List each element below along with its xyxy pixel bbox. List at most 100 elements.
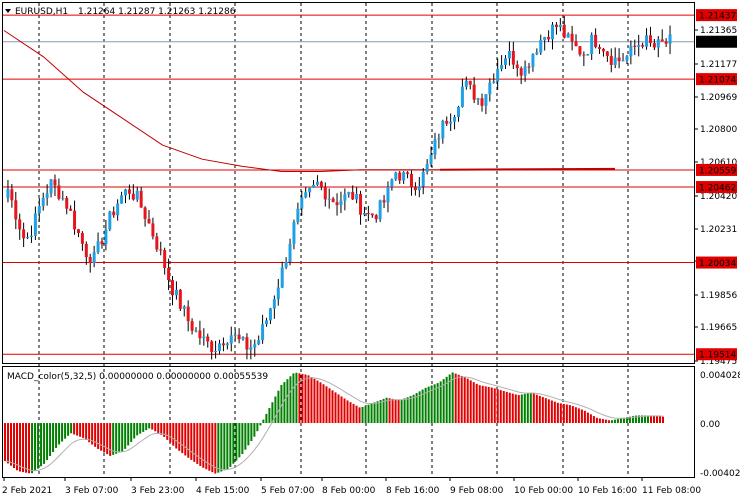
macd-bar bbox=[610, 420, 613, 424]
macd-bar bbox=[19, 423, 22, 472]
macd-bar bbox=[73, 423, 76, 435]
candle-body bbox=[112, 211, 116, 216]
candle-body bbox=[45, 193, 49, 198]
candle-body bbox=[629, 45, 633, 57]
macd-bar bbox=[469, 380, 472, 424]
macd-bar bbox=[214, 423, 217, 474]
candle-body bbox=[362, 213, 366, 215]
current-price-box bbox=[696, 35, 737, 48]
macd-bar bbox=[313, 378, 316, 424]
macd-bar bbox=[205, 423, 208, 470]
macd-bar bbox=[430, 385, 433, 424]
macd-bar bbox=[301, 373, 304, 424]
candle-body bbox=[198, 330, 202, 339]
macd-bar bbox=[529, 392, 532, 424]
macd-bar bbox=[109, 423, 112, 456]
price-label: 1.20420 bbox=[700, 192, 737, 202]
macd-bar bbox=[292, 373, 295, 424]
candle-body bbox=[523, 66, 527, 76]
macd-axis-label: 0.0040289 bbox=[700, 371, 740, 381]
price-label: 1.20610 bbox=[700, 158, 737, 168]
macd-bar bbox=[331, 390, 334, 424]
candle-body bbox=[41, 197, 45, 206]
candle-body bbox=[370, 213, 374, 216]
price-label: 1.19665 bbox=[700, 323, 737, 333]
macd-bar bbox=[475, 383, 478, 424]
candle-body bbox=[292, 222, 296, 244]
candle-body bbox=[108, 211, 112, 230]
candle-body bbox=[355, 194, 359, 200]
candle-body bbox=[496, 68, 500, 82]
macd-bar bbox=[58, 423, 61, 445]
level-label: 1.20462 bbox=[699, 184, 736, 194]
macd-bar bbox=[94, 423, 97, 447]
time-label: 3 Feb 07:00 bbox=[65, 486, 119, 496]
candle-body bbox=[441, 120, 445, 139]
macd-bar bbox=[562, 403, 565, 424]
time-label: 11 Feb 08:00 bbox=[642, 486, 701, 496]
candle-body bbox=[664, 41, 668, 44]
candle-body bbox=[515, 64, 519, 69]
macd-bar bbox=[352, 403, 355, 424]
macd-axis-label: 0.00 bbox=[700, 420, 720, 430]
macd-bar bbox=[82, 423, 85, 438]
macd-bar bbox=[541, 397, 544, 424]
macd-bar bbox=[523, 393, 526, 424]
candle-body bbox=[135, 190, 139, 200]
price-label: 1.20969 bbox=[700, 93, 737, 103]
macd-bar bbox=[181, 423, 184, 454]
candle-body bbox=[413, 187, 417, 191]
candle-body bbox=[527, 66, 531, 68]
candle-body bbox=[641, 45, 645, 47]
candle-body bbox=[409, 173, 413, 188]
candle-body bbox=[464, 80, 468, 87]
candle-body bbox=[539, 40, 543, 53]
candlesticks[interactable] bbox=[6, 15, 672, 360]
candle-body bbox=[648, 35, 652, 44]
macd-bar bbox=[277, 390, 280, 424]
macd-bar bbox=[484, 386, 487, 424]
macd-bar bbox=[223, 423, 226, 471]
candle-body bbox=[171, 280, 174, 296]
macd-bar bbox=[403, 398, 406, 424]
macd-bar bbox=[571, 406, 574, 424]
candle-body bbox=[507, 51, 511, 59]
macd-bar bbox=[304, 374, 307, 424]
macd-bar bbox=[310, 377, 313, 424]
macd-bar bbox=[532, 393, 535, 424]
candle-body bbox=[652, 43, 656, 48]
chevron-down-icon[interactable] bbox=[5, 9, 11, 13]
candle-body bbox=[386, 186, 390, 203]
candle-body bbox=[37, 205, 41, 214]
candle-body bbox=[127, 189, 131, 194]
candle-body bbox=[214, 350, 218, 353]
macd-bar bbox=[625, 417, 628, 424]
macd-bar bbox=[127, 423, 130, 446]
macd-bar bbox=[535, 394, 538, 424]
macd-bar bbox=[376, 401, 379, 424]
macd-bar bbox=[124, 423, 127, 449]
macd-bar bbox=[16, 423, 19, 471]
macd-bar bbox=[154, 423, 157, 432]
macd-bar bbox=[55, 423, 58, 448]
macd-bar bbox=[97, 423, 100, 449]
candle-body bbox=[582, 54, 586, 56]
macd-bar bbox=[13, 423, 16, 468]
macd-bar bbox=[175, 423, 178, 449]
candle-body bbox=[163, 250, 167, 269]
candle-body bbox=[155, 236, 159, 250]
macd-bar bbox=[316, 380, 319, 424]
macd-bar bbox=[64, 423, 67, 439]
candle-body bbox=[174, 289, 178, 296]
macd-bar bbox=[121, 423, 124, 452]
macd-bar bbox=[145, 423, 148, 431]
candle-body bbox=[339, 200, 343, 206]
macd-bar bbox=[463, 377, 466, 424]
macd-bar bbox=[409, 396, 412, 424]
macd-bar bbox=[88, 423, 91, 443]
macd-bar bbox=[250, 423, 253, 441]
macd-bar bbox=[160, 423, 163, 435]
macd-bar bbox=[490, 387, 493, 424]
macd-bar bbox=[46, 423, 49, 461]
